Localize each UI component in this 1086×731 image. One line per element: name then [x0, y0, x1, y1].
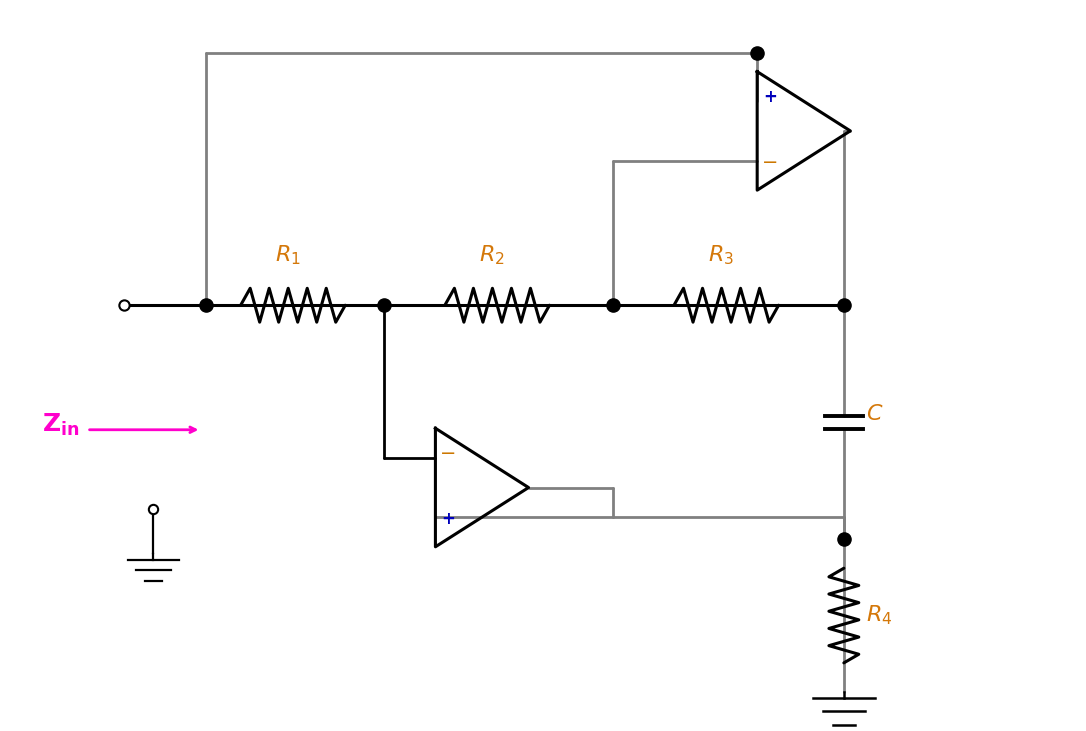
Point [835, 534, 853, 545]
Point [835, 300, 853, 311]
Text: −: − [762, 153, 779, 172]
Text: $R_2$: $R_2$ [479, 243, 505, 268]
Text: $\mathbf{Z}_{\mathbf{in}}$: $\mathbf{Z}_{\mathbf{in}}$ [42, 412, 79, 438]
Point [198, 300, 215, 311]
Text: +: + [763, 88, 778, 106]
Text: $R_4$: $R_4$ [866, 604, 893, 627]
Point [604, 300, 621, 311]
Point [144, 504, 162, 515]
Point [748, 48, 766, 59]
Point [375, 300, 392, 311]
Point [115, 300, 132, 311]
Text: $R_3$: $R_3$ [708, 243, 734, 268]
Text: +: + [441, 510, 455, 529]
Text: $C$: $C$ [866, 404, 883, 425]
Text: $R_1$: $R_1$ [275, 243, 301, 268]
Text: −: − [440, 444, 456, 463]
